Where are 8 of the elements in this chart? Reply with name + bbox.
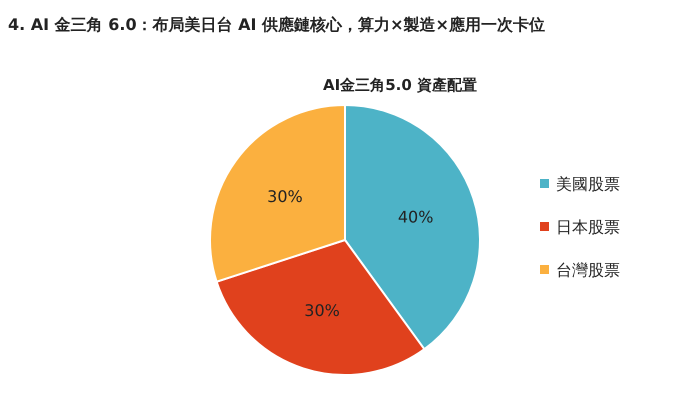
chart-subtitle: AI金三角5.0 資產配置 <box>323 76 477 94</box>
legend-label: 美國股票 <box>556 174 620 194</box>
data-label: 30% <box>304 301 340 320</box>
legend-label: 台灣股票 <box>556 260 620 280</box>
legend-label: 日本股票 <box>556 218 620 236</box>
data-label: 40% <box>398 208 434 227</box>
chart-title: 4. AI 金三角 6.0：布局美日台 AI 供應鏈核心，算力×製造×應用一次卡位 <box>8 15 545 34</box>
data-label: 30% <box>267 186 303 206</box>
